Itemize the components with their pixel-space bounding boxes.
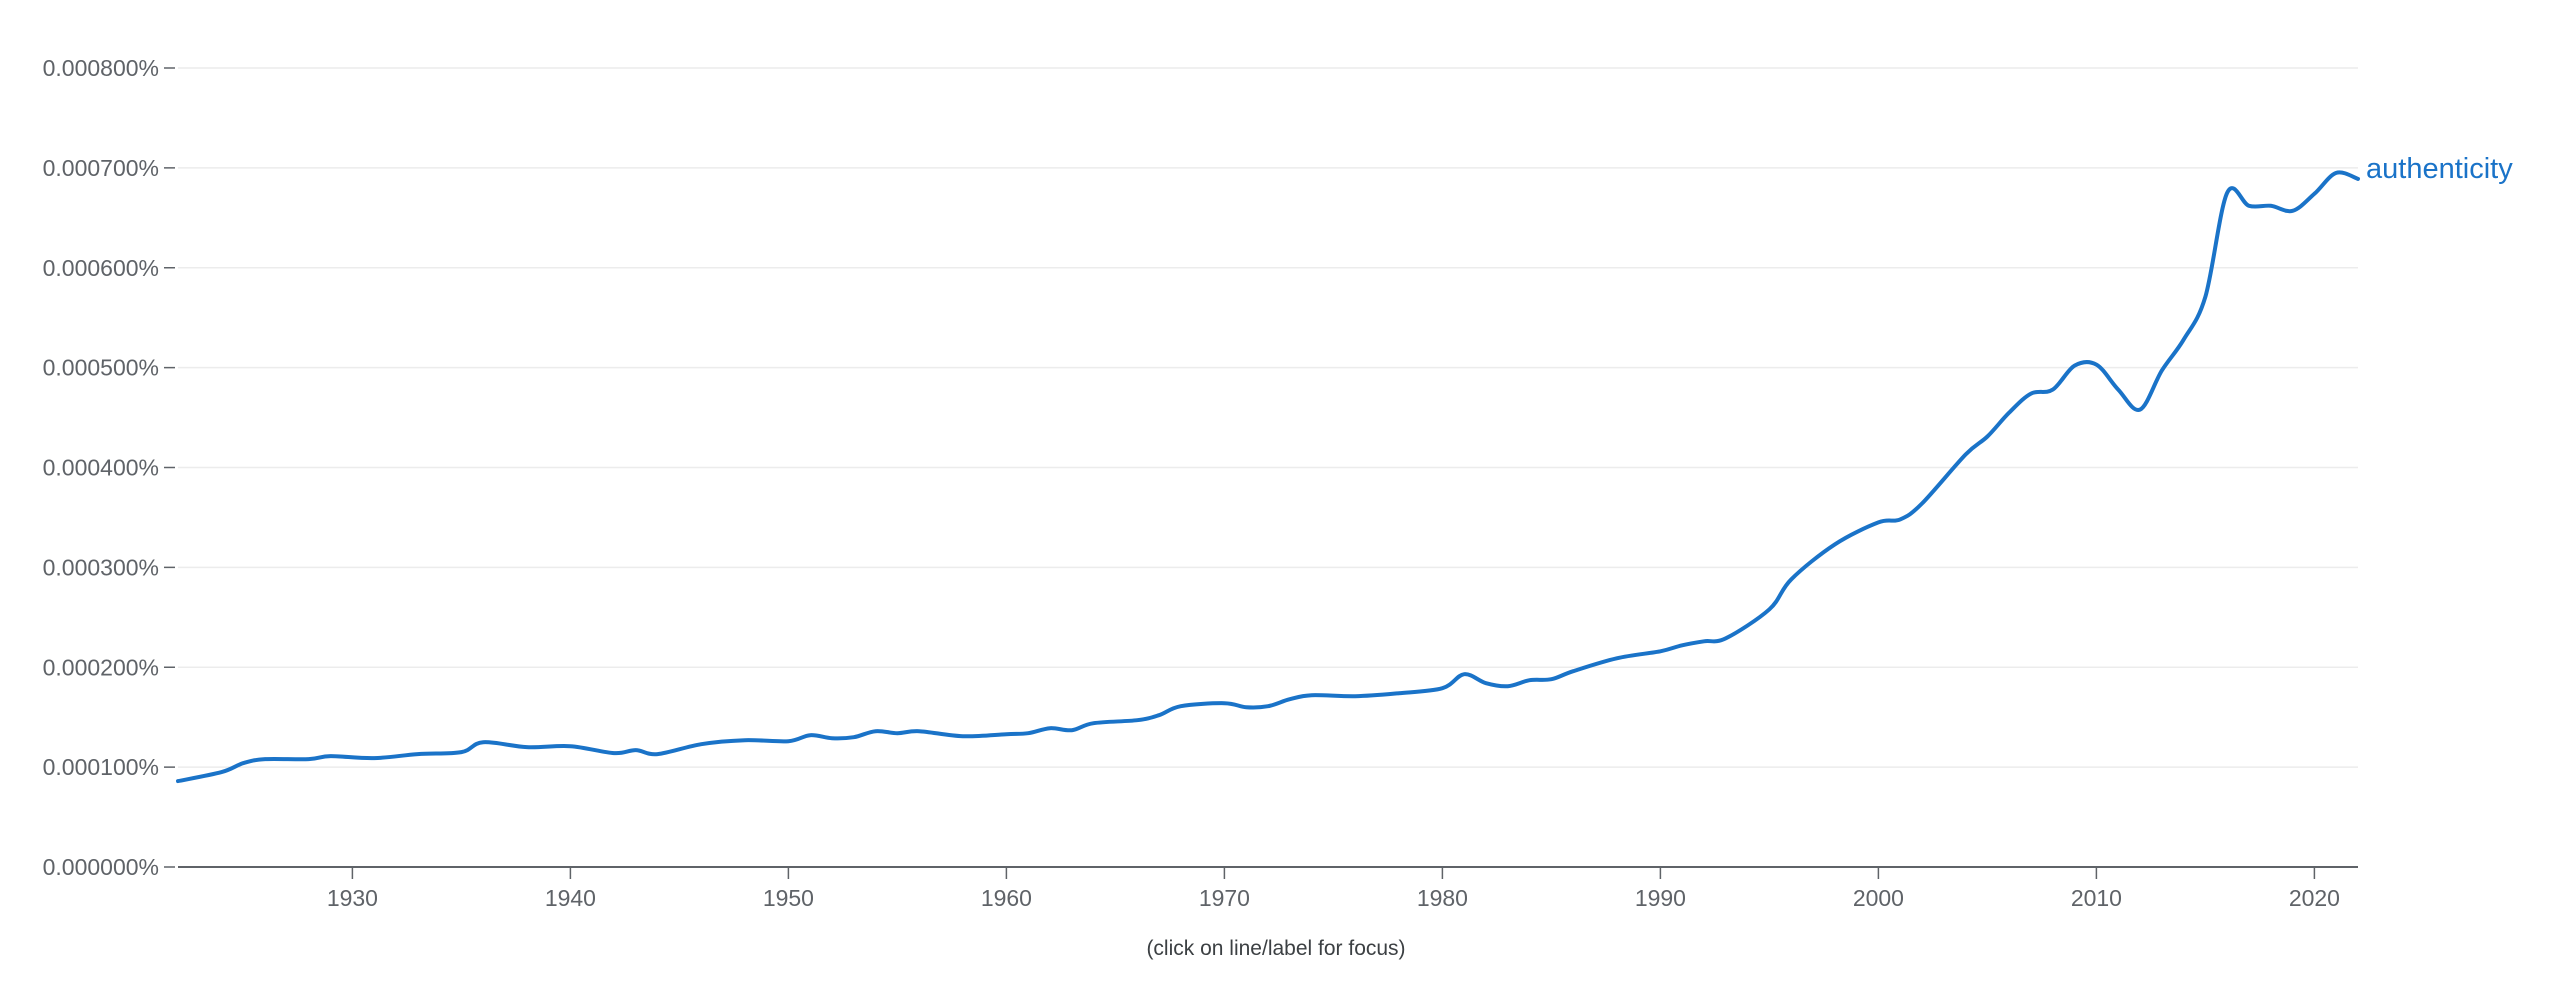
- x-tick-label: 1990: [1635, 885, 1686, 911]
- y-tick-label: 0.000700%: [43, 155, 159, 181]
- x-tick-label: 1950: [763, 885, 814, 911]
- y-tick-label: 0.000300%: [43, 554, 159, 580]
- y-tick-label: 0.000400%: [43, 455, 159, 481]
- y-tick-label: 0.000000%: [43, 854, 159, 880]
- x-tick-label: 2010: [2071, 885, 2122, 911]
- x-tick-label: 2000: [1853, 885, 1904, 911]
- x-tick-label: 1940: [545, 885, 596, 911]
- series-layer[interactable]: authenticity: [176, 153, 2513, 784]
- focus-hint-note: (click on line/label for focus): [1146, 937, 1406, 960]
- x-tick-label: 2020: [2289, 885, 2340, 911]
- y-tick-label: 0.000600%: [43, 255, 159, 281]
- y-tick-label: 0.000800%: [43, 55, 159, 81]
- y-tick-label: 0.000100%: [43, 754, 159, 780]
- x-tick-label: 1980: [1417, 885, 1468, 911]
- x-tick-label: 1930: [327, 885, 378, 911]
- x-tick-label: 1970: [1199, 885, 1250, 911]
- series-label-authenticity[interactable]: authenticity: [2366, 153, 2513, 185]
- axes: 0.000000% 0.000100% 0.000200% 0.000300% 0.00…: [43, 55, 2358, 911]
- gridlines: [178, 67, 2358, 768]
- y-tick-label: 0.000500%: [43, 355, 159, 381]
- x-tick-label: 1960: [981, 885, 1032, 911]
- series-line-authenticity[interactable]: [176, 170, 2360, 784]
- y-tick-label: 0.000200%: [43, 654, 159, 680]
